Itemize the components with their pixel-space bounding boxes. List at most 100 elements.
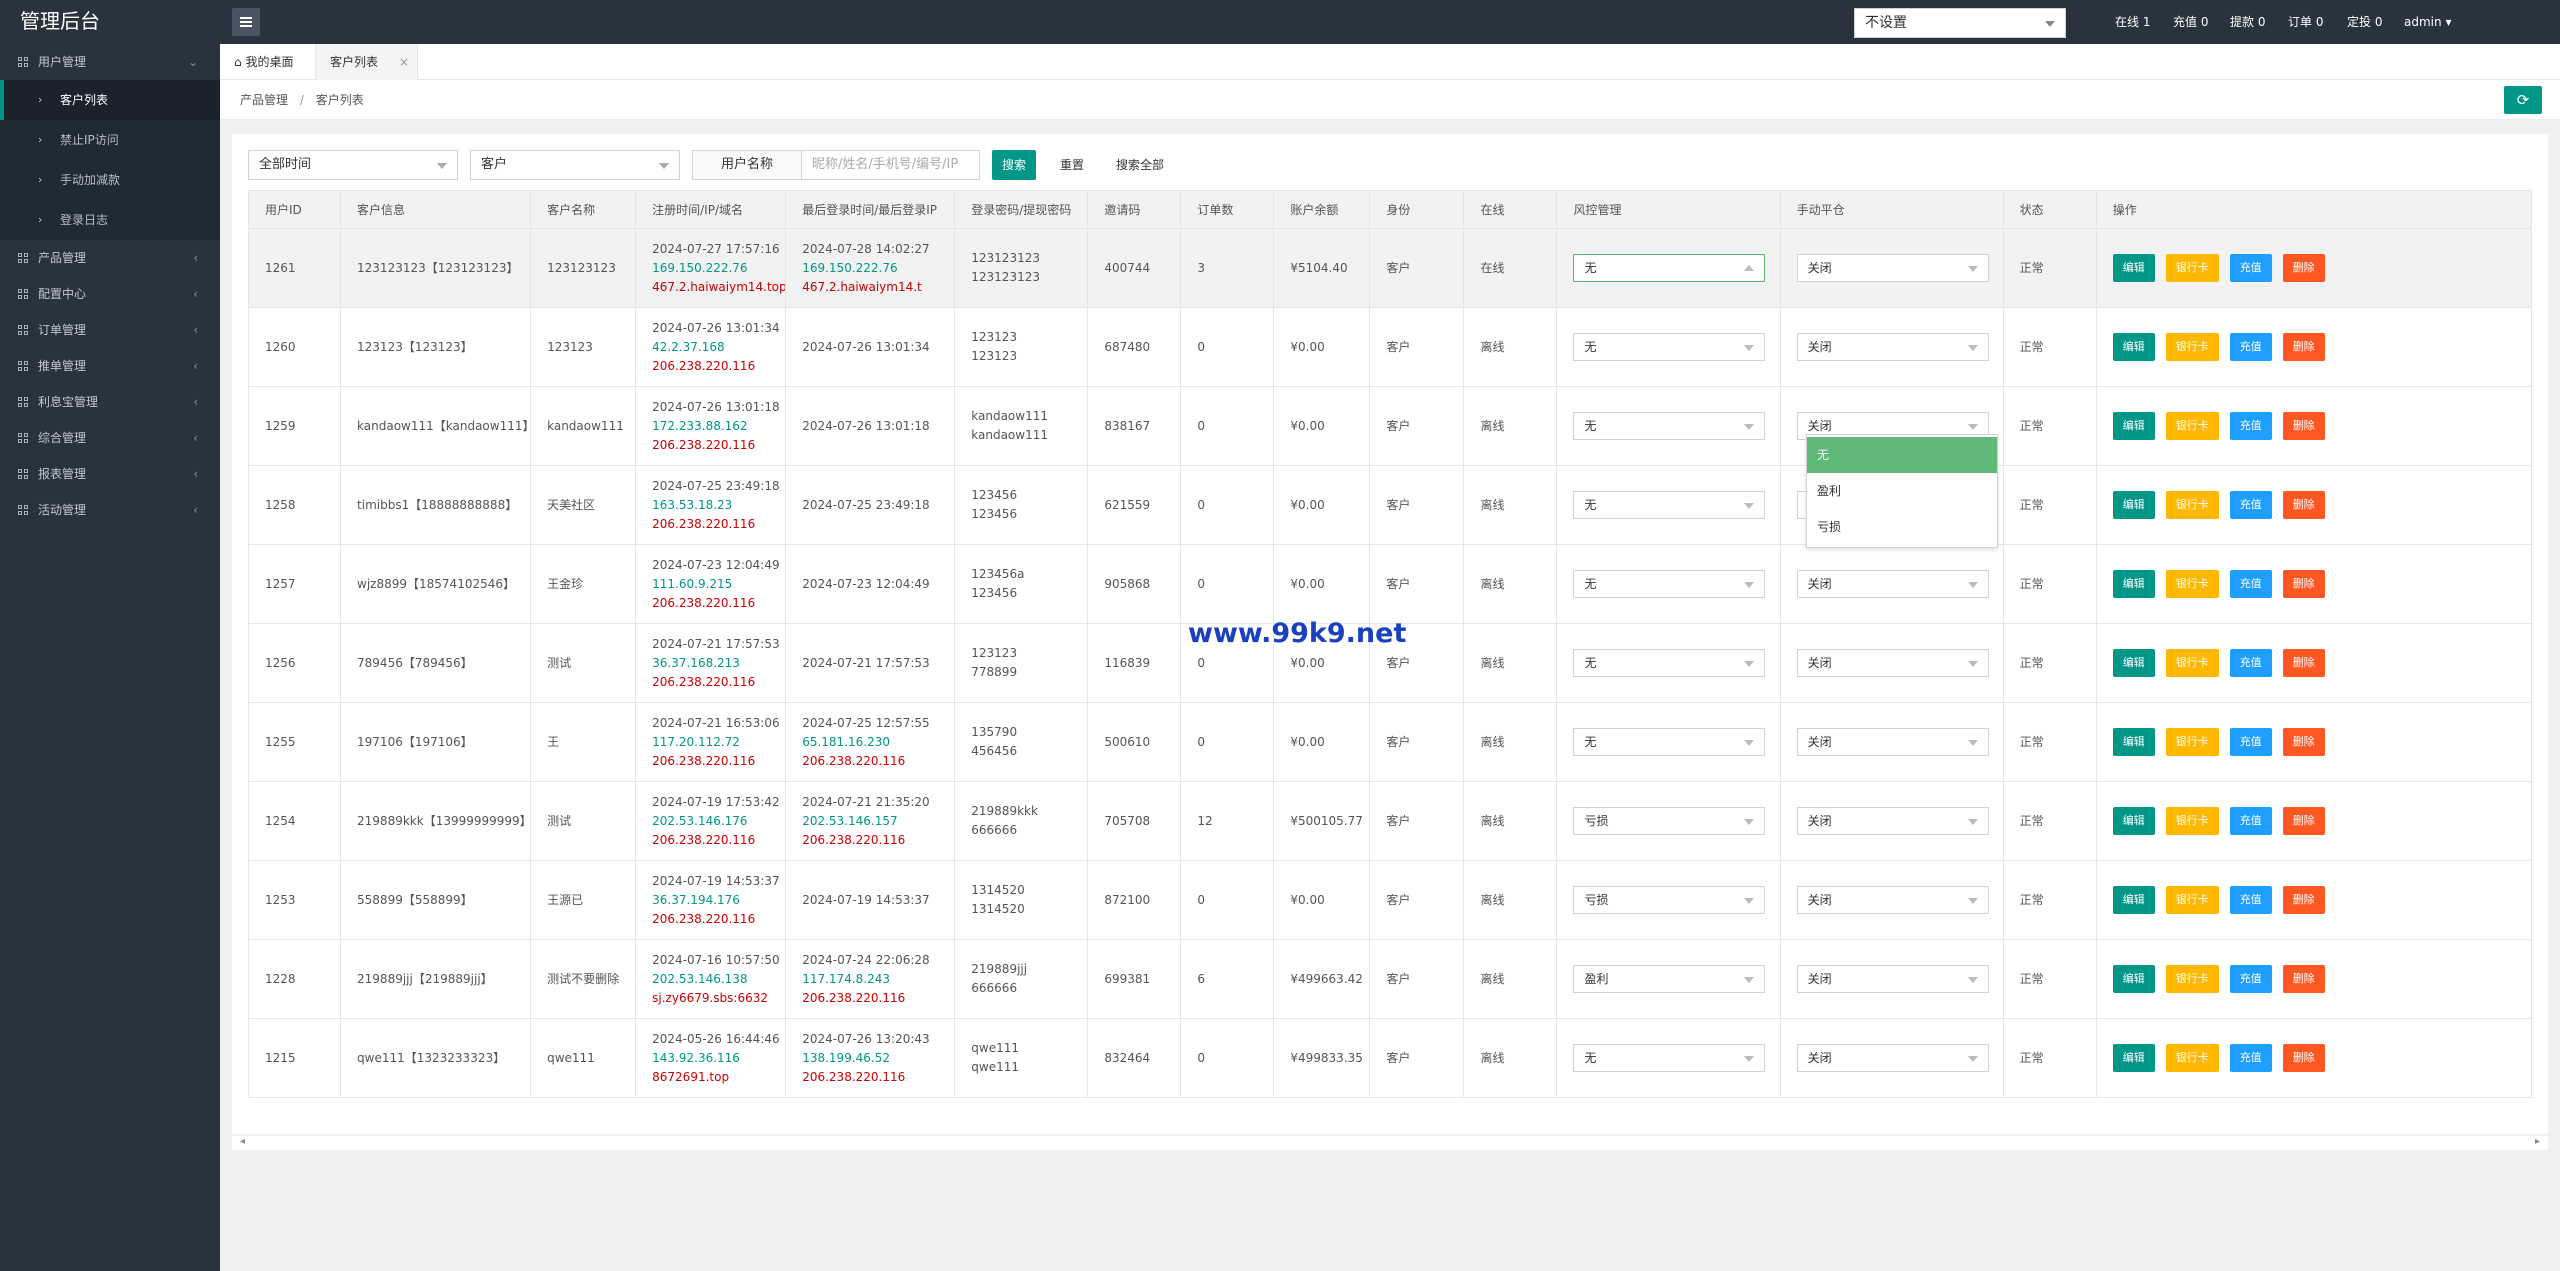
- edit-button[interactable]: 编辑: [2112, 649, 2155, 677]
- recharge-button[interactable]: 充值: [2229, 333, 2272, 361]
- manual-close-select[interactable]: 关闭: [1796, 728, 1989, 756]
- sidebar-item-order-management[interactable]: 订单管理 ‹: [0, 312, 220, 348]
- delete-button[interactable]: 删除: [2282, 412, 2325, 440]
- manual-close-select[interactable]: 关闭: [1796, 965, 1989, 993]
- risk-select[interactable]: 无: [1573, 491, 1766, 519]
- risk-select[interactable]: 无: [1573, 570, 1766, 598]
- recharge-button[interactable]: 充值: [2229, 649, 2272, 677]
- role-select[interactable]: 客户: [470, 150, 680, 180]
- edit-button[interactable]: 编辑: [2112, 886, 2155, 914]
- bank-card-button[interactable]: 银行卡: [2165, 649, 2219, 677]
- manual-close-select[interactable]: 关闭: [1796, 886, 1989, 914]
- risk-select[interactable]: 亏损: [1573, 886, 1766, 914]
- sidebar-subitem-login-log[interactable]: › 登录日志: [0, 200, 220, 240]
- delete-button[interactable]: 删除: [2282, 570, 2325, 598]
- risk-select[interactable]: 无: [1573, 254, 1766, 282]
- risk-option[interactable]: 无: [1807, 437, 1997, 473]
- bank-card-button[interactable]: 银行卡: [2165, 728, 2219, 756]
- delete-button[interactable]: 删除: [2282, 886, 2325, 914]
- edit-button[interactable]: 编辑: [2112, 728, 2155, 756]
- scroll-left-icon[interactable]: ◂: [240, 1136, 246, 1147]
- sidebar-item-push-order-management[interactable]: 推单管理 ‹: [0, 348, 220, 384]
- edit-button[interactable]: 编辑: [2112, 412, 2155, 440]
- reset-button[interactable]: 重置: [1060, 158, 1085, 172]
- bank-card-button[interactable]: 银行卡: [2165, 1044, 2219, 1072]
- delete-button[interactable]: 删除: [2282, 254, 2325, 282]
- delete-button[interactable]: 删除: [2282, 965, 2325, 993]
- bank-card-button[interactable]: 银行卡: [2165, 965, 2219, 993]
- risk-select[interactable]: 无: [1573, 1044, 1766, 1072]
- bank-card-button[interactable]: 银行卡: [2165, 886, 2219, 914]
- edit-button[interactable]: 编辑: [2112, 807, 2155, 835]
- stat-withdraw[interactable]: 提款 0: [2230, 15, 2266, 29]
- recharge-button[interactable]: 充值: [2229, 1044, 2272, 1072]
- bank-card-button[interactable]: 银行卡: [2165, 412, 2219, 440]
- tab-customer-list[interactable]: 客户列表 ×: [316, 44, 418, 80]
- sidebar-subitem-blocked-ip[interactable]: › 禁止IP访问: [0, 120, 220, 160]
- stat-orders[interactable]: 订单 0: [2288, 15, 2324, 29]
- recharge-button[interactable]: 充值: [2229, 570, 2272, 598]
- risk-select[interactable]: 无: [1573, 412, 1766, 440]
- manual-close-select[interactable]: 关闭: [1796, 333, 1989, 361]
- manual-close-select[interactable]: 关闭: [1796, 807, 1989, 835]
- admin-user-menu[interactable]: admin ▾: [2404, 0, 2451, 44]
- menu-toggle-button[interactable]: [232, 8, 260, 36]
- manual-close-select[interactable]: 关闭: [1796, 649, 1989, 677]
- delete-button[interactable]: 删除: [2282, 807, 2325, 835]
- edit-button[interactable]: 编辑: [2112, 570, 2155, 598]
- search-button[interactable]: 搜索: [992, 150, 1037, 180]
- delete-button[interactable]: 删除: [2282, 1044, 2325, 1072]
- bank-card-button[interactable]: 银行卡: [2165, 333, 2219, 361]
- refresh-button[interactable]: ⟳: [2504, 86, 2542, 114]
- edit-button[interactable]: 编辑: [2112, 254, 2155, 282]
- delete-button[interactable]: 删除: [2282, 728, 2325, 756]
- bank-card-button[interactable]: 银行卡: [2165, 570, 2219, 598]
- bank-card-button[interactable]: 银行卡: [2165, 491, 2219, 519]
- edit-button[interactable]: 编辑: [2112, 965, 2155, 993]
- bank-card-button[interactable]: 银行卡: [2165, 254, 2219, 282]
- edit-button[interactable]: 编辑: [2112, 491, 2155, 519]
- risk-select[interactable]: 盈利: [1573, 965, 1766, 993]
- recharge-button[interactable]: 充值: [2229, 491, 2272, 519]
- manual-close-select[interactable]: 关闭: [1796, 1044, 1989, 1072]
- tab-desktop[interactable]: ⌂ 我的桌面: [220, 44, 316, 80]
- delete-button[interactable]: 删除: [2282, 333, 2325, 361]
- risk-option[interactable]: 盈利: [1817, 484, 1842, 498]
- risk-select[interactable]: 无: [1573, 649, 1766, 677]
- manual-close-select[interactable]: 关闭: [1796, 254, 1989, 282]
- search-all-button[interactable]: 搜索全部: [1116, 158, 1165, 172]
- sidebar-item-report-management[interactable]: 报表管理 ‹: [0, 456, 220, 492]
- recharge-button[interactable]: 充值: [2229, 965, 2272, 993]
- sidebar-item-user-management[interactable]: 用户管理 ⌄: [0, 44, 220, 80]
- recharge-button[interactable]: 充值: [2229, 254, 2272, 282]
- risk-select[interactable]: 亏损: [1573, 807, 1766, 835]
- sidebar-subitem-manual-balance[interactable]: › 手动加减款: [0, 160, 220, 200]
- risk-option[interactable]: 亏损: [1817, 520, 1842, 534]
- breadcrumb-item[interactable]: 产品管理: [240, 93, 289, 107]
- edit-button[interactable]: 编辑: [2112, 333, 2155, 361]
- stat-recharge[interactable]: 充值 0: [2173, 15, 2209, 29]
- scroll-right-icon[interactable]: ▸: [2534, 1136, 2540, 1147]
- horizontal-scrollbar[interactable]: ◂ ▸: [232, 1136, 2548, 1150]
- stat-fixed-invest[interactable]: 定投 0: [2347, 15, 2383, 29]
- delete-button[interactable]: 删除: [2282, 649, 2325, 677]
- name-search-input[interactable]: 昵称/姓名/手机号/编号/IP: [802, 150, 980, 180]
- top-select[interactable]: 不设置: [1854, 8, 2066, 38]
- recharge-button[interactable]: 充值: [2229, 728, 2272, 756]
- bank-card-button[interactable]: 银行卡: [2165, 807, 2219, 835]
- manual-close-select[interactable]: 关闭: [1796, 570, 1989, 598]
- delete-button[interactable]: 删除: [2282, 491, 2325, 519]
- recharge-button[interactable]: 充值: [2229, 886, 2272, 914]
- recharge-button[interactable]: 充值: [2229, 807, 2272, 835]
- stat-online[interactable]: 在线 1: [2115, 15, 2151, 29]
- sidebar-item-config-center[interactable]: 配置中心 ‹: [0, 276, 220, 312]
- sidebar-item-interest-treasure-management[interactable]: 利息宝管理 ‹: [0, 384, 220, 420]
- sidebar-subitem-customer-list[interactable]: › 客户列表: [0, 80, 220, 120]
- risk-select[interactable]: 无: [1573, 333, 1766, 361]
- edit-button[interactable]: 编辑: [2112, 1044, 2155, 1072]
- recharge-button[interactable]: 充值: [2229, 412, 2272, 440]
- sidebar-item-product-management[interactable]: 产品管理 ‹: [0, 240, 220, 276]
- sidebar-item-activity-management[interactable]: 活动管理 ‹: [0, 492, 220, 528]
- sidebar-item-general-management[interactable]: 综合管理 ‹: [0, 420, 220, 456]
- risk-select[interactable]: 无: [1573, 728, 1766, 756]
